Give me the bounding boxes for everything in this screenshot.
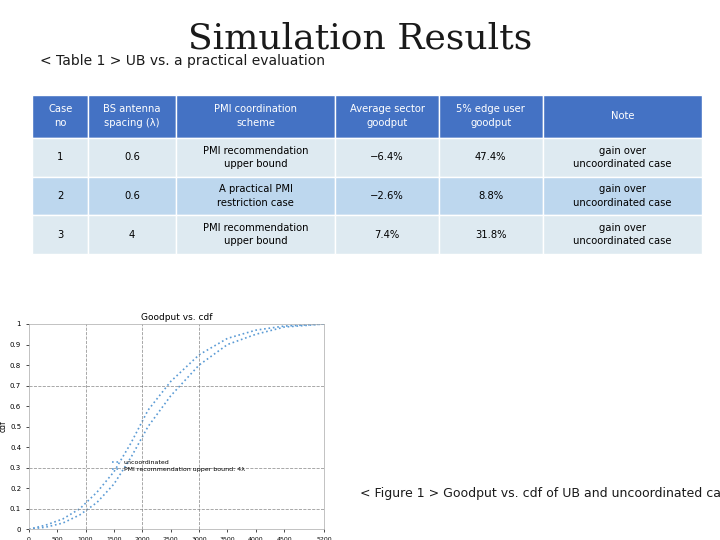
- Text: 1: 1: [57, 152, 63, 162]
- Text: 8.8%: 8.8%: [478, 191, 503, 201]
- Text: Average sector
goodput: Average sector goodput: [350, 105, 425, 127]
- Bar: [336, 177, 439, 215]
- uncoordinated: [320, 321, 328, 327]
- Text: PMI recommendation
upper bound: PMI recommendation upper bound: [203, 224, 308, 246]
- Bar: [543, 215, 702, 254]
- Text: −2.6%: −2.6%: [370, 191, 404, 201]
- uncoordinated: [93, 489, 102, 496]
- Bar: [89, 177, 176, 215]
- Text: gain over
uncoordinated case: gain over uncoordinated case: [573, 146, 672, 168]
- Text: Note: Note: [611, 111, 634, 121]
- uncoordinated: [223, 335, 232, 342]
- Bar: [176, 138, 336, 177]
- Text: < Table 1 > UB vs. a practical evaluation: < Table 1 > UB vs. a practical evaluatio…: [40, 54, 325, 68]
- Text: 3: 3: [57, 230, 63, 240]
- uncoordinated: [195, 352, 204, 358]
- Bar: [543, 138, 702, 177]
- Text: Case
no: Case no: [48, 105, 73, 127]
- Bar: [176, 215, 336, 254]
- Bar: [439, 215, 543, 254]
- Text: 47.4%: 47.4%: [475, 152, 506, 162]
- Bar: [336, 215, 439, 254]
- uncoordinated: [280, 323, 289, 329]
- Line: uncoordinated: uncoordinated: [29, 324, 324, 529]
- Bar: [543, 94, 702, 138]
- uncoordinated: [127, 440, 135, 446]
- PMI recommendation upper bound: 4λ: (4.5e+03, 0.985): 4λ: (4.5e+03, 0.985): [280, 324, 289, 330]
- PMI recommendation upper bound: 4λ: (900, 0.07): 4λ: (900, 0.07): [76, 511, 84, 518]
- Text: < Figure 1 > Goodput vs. cdf of UB and uncoordinated cases: < Figure 1 > Goodput vs. cdf of UB and u…: [360, 487, 720, 500]
- Line: PMI recommendation upper bound: 4λ: PMI recommendation upper bound: 4λ: [29, 324, 324, 529]
- uncoordinated: [58, 516, 67, 522]
- Bar: [176, 177, 336, 215]
- Text: 31.8%: 31.8%: [475, 230, 506, 240]
- Bar: [176, 94, 336, 138]
- Bar: [89, 215, 176, 254]
- PMI recommendation upper bound: 4λ: (300, 0.01): 4λ: (300, 0.01): [42, 524, 50, 530]
- Bar: [439, 177, 543, 215]
- PMI recommendation upper bound: 4λ: (1.2e+03, 0.13): 4λ: (1.2e+03, 0.13): [93, 500, 102, 506]
- PMI recommendation upper bound: 4λ: (2.1e+03, 0.5): 4λ: (2.1e+03, 0.5): [144, 423, 153, 430]
- uncoordinated: [109, 469, 118, 475]
- Bar: [336, 94, 439, 138]
- Text: 2: 2: [57, 191, 63, 201]
- uncoordinated: [24, 526, 33, 532]
- Text: gain over
uncoordinated case: gain over uncoordinated case: [573, 185, 672, 207]
- Text: A practical PMI
restriction case: A practical PMI restriction case: [217, 185, 294, 207]
- uncoordinated: [166, 378, 175, 384]
- Title: Goodput vs. cdf: Goodput vs. cdf: [140, 313, 212, 322]
- Text: 4: 4: [129, 230, 135, 240]
- Bar: [439, 138, 543, 177]
- Bar: [32, 177, 88, 215]
- PMI recommendation upper bound: 4λ: (3.5e+03, 0.9): 4λ: (3.5e+03, 0.9): [223, 341, 232, 348]
- Text: Simulation Results: Simulation Results: [188, 22, 532, 56]
- uncoordinated: [144, 407, 153, 414]
- Text: 0.6: 0.6: [124, 152, 140, 162]
- Text: −6.4%: −6.4%: [370, 152, 404, 162]
- PMI recommendation upper bound: 4λ: (4e+03, 0.95): 4λ: (4e+03, 0.95): [251, 331, 260, 338]
- Text: BS antenna
spacing (λ): BS antenna spacing (λ): [103, 105, 161, 127]
- PMI recommendation upper bound: 4λ: (3e+03, 0.8): 4λ: (3e+03, 0.8): [195, 362, 204, 368]
- PMI recommendation upper bound: 4λ: (600, 0.03): 4λ: (600, 0.03): [58, 520, 67, 526]
- Text: 5% edge user
goodput: 5% edge user goodput: [456, 105, 525, 127]
- Bar: [32, 215, 88, 254]
- Bar: [336, 138, 439, 177]
- PMI recommendation upper bound: 4λ: (1.8e+03, 0.35): 4λ: (1.8e+03, 0.35): [127, 454, 135, 461]
- Bar: [32, 94, 88, 138]
- Bar: [439, 94, 543, 138]
- uncoordinated: [76, 505, 84, 512]
- uncoordinated: [251, 327, 260, 333]
- PMI recommendation upper bound: 4λ: (0, 0): 4λ: (0, 0): [24, 526, 33, 532]
- PMI recommendation upper bound: 4λ: (2.5e+03, 0.65): 4λ: (2.5e+03, 0.65): [166, 393, 175, 399]
- Y-axis label: cdf: cdf: [0, 421, 7, 433]
- Bar: [32, 138, 88, 177]
- uncoordinated: [42, 522, 50, 528]
- PMI recommendation upper bound: 4λ: (5.2e+03, 1): 4λ: (5.2e+03, 1): [320, 321, 328, 327]
- Text: 7.4%: 7.4%: [374, 230, 400, 240]
- Text: PMI coordination
scheme: PMI coordination scheme: [214, 105, 297, 127]
- Text: PMI recommendation
upper bound: PMI recommendation upper bound: [203, 146, 308, 168]
- Bar: [89, 94, 176, 138]
- Bar: [89, 138, 176, 177]
- Text: 0.6: 0.6: [124, 191, 140, 201]
- Bar: [543, 177, 702, 215]
- PMI recommendation upper bound: 4λ: (1.5e+03, 0.22): 4λ: (1.5e+03, 0.22): [109, 481, 118, 487]
- Legend: uncoordinated, PMI recommendation upper bound: 4λ: uncoordinated, PMI recommendation upper …: [109, 457, 247, 475]
- Text: gain over
uncoordinated case: gain over uncoordinated case: [573, 224, 672, 246]
